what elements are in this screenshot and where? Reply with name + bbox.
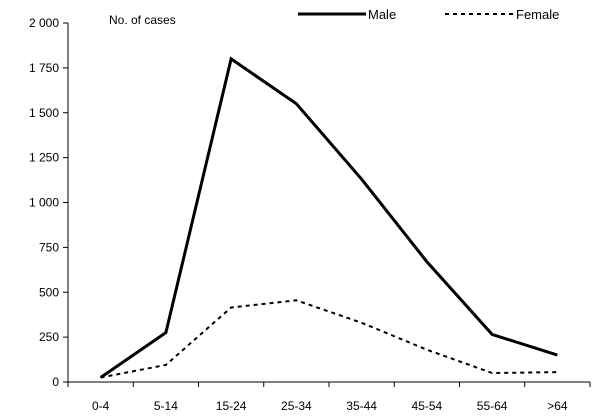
legend-label-female: Female — [516, 7, 559, 22]
legend-item-female: Female — [445, 7, 559, 22]
x-tick-label: 35-44 — [346, 399, 377, 413]
y-tick-label: 1 500 — [29, 106, 59, 120]
y-tick-label: 1 000 — [29, 196, 59, 210]
y-tick-label: 500 — [39, 285, 59, 299]
series-line-male — [99, 56, 558, 379]
series-group — [99, 56, 558, 379]
x-tick-label: 15-24 — [216, 399, 247, 413]
y-tick-label: 1 250 — [29, 151, 59, 165]
legend-item-male: Male — [298, 7, 396, 22]
x-tick-label: 0-4 — [92, 399, 110, 413]
x-ticks: 0-4 5-14 15-24 25-34 35-44 45-54 55-64 >64 — [67, 382, 591, 413]
x-tick-label: >64 — [547, 399, 568, 413]
y-tick-label: 250 — [39, 330, 59, 344]
y-ticks: 0 250 500 750 1 000 1 250 1 500 1 750 2 000 — [29, 16, 68, 389]
x-tick-label: 55-64 — [477, 399, 508, 413]
y-tick-label: 1 750 — [29, 61, 59, 75]
y-tick-label: 2 000 — [29, 16, 59, 30]
y-tick-label: 0 — [52, 375, 59, 389]
series-line-female — [100, 299, 558, 379]
axes — [67, 23, 590, 383]
legend-label-male: Male — [368, 7, 396, 22]
y-axis-label: No. of cases — [109, 13, 176, 27]
x-tick-label: 5-14 — [154, 399, 178, 413]
legend: Male Female — [298, 7, 559, 22]
x-tick-label: 45-54 — [412, 399, 443, 413]
x-tick-label: 25-34 — [281, 399, 312, 413]
y-tick-label: 750 — [39, 240, 59, 254]
